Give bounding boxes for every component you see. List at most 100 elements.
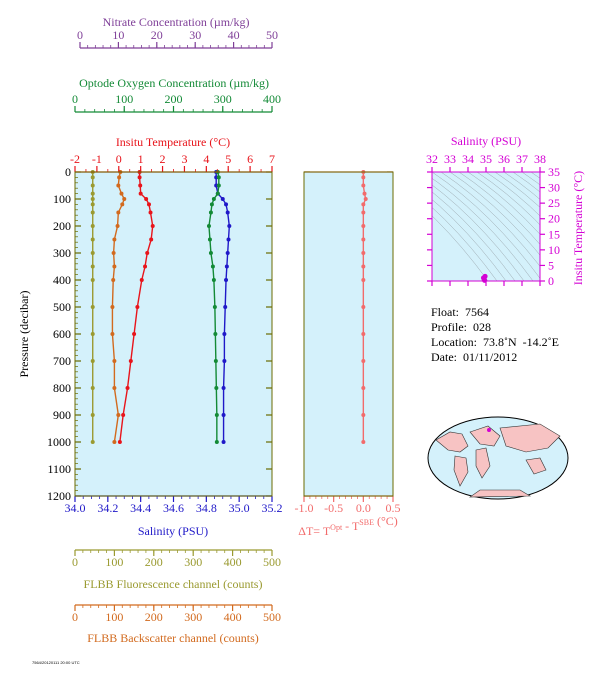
temperature-point [128, 359, 133, 363]
delta-t-point [361, 440, 366, 444]
oxygen-tick-label: 200 [165, 92, 183, 106]
oxygen-point [211, 197, 216, 201]
delta-t-point [363, 197, 368, 201]
salinity-tick-label: 34.4 [130, 501, 151, 515]
ts-temperature-tick-label: 5 [548, 258, 554, 272]
backscatter-point [120, 202, 125, 207]
delta-t-point [361, 237, 366, 242]
delta-t-point [361, 175, 366, 180]
delta-t-point [361, 305, 366, 309]
backscatter-point [112, 264, 117, 269]
map-land [453, 455, 469, 487]
ts-salinity-tick-label: 38 [534, 152, 546, 166]
fluorescence-point [90, 278, 95, 282]
delta-t-plot-frame [303, 171, 394, 497]
pressure-tick-label: 300 [53, 246, 71, 260]
fluorescence-tick-label: 400 [224, 555, 242, 569]
backscatter-tick-label: 300 [184, 610, 202, 624]
temperature-tick-label: 1 [138, 152, 144, 166]
temperature-point [149, 237, 154, 242]
backscatter-tick-label: 0 [72, 610, 78, 624]
salinity-tick-label: 34.6 [163, 501, 184, 515]
salinity-tick-label: 34.0 [65, 501, 86, 515]
temperature-axis-title: Insitu Temperature (°C) [116, 135, 230, 149]
ts-salinity-tick-label: 37 [516, 152, 528, 166]
profile-series [90, 170, 232, 444]
temperature-point [137, 175, 142, 180]
nitrate-axis: 0 10 20 30 40 50 Nitrate Concentration (µm/kg) [77, 15, 278, 49]
fluorescence-point [90, 224, 95, 228]
pressure-tick-label: 800 [53, 381, 71, 395]
backscatter-tick-label: 400 [224, 610, 242, 624]
temperature-tick-label: 7 [269, 152, 275, 166]
fluorescence-point [90, 191, 95, 196]
fluorescence-axis-title: FLBB Fluorescence channel (counts) [84, 577, 263, 591]
temperature-tick-label: 5 [225, 152, 231, 166]
oxygen-point [207, 237, 212, 242]
pressure-tick-label: 1000 [47, 435, 71, 449]
fluorescence-tick-label: 500 [263, 555, 281, 569]
delta-t-axis-title: ΔT= TOpt - TSBE (°C) [298, 514, 398, 538]
salinity-point [226, 237, 231, 242]
location: Location: 73.8˚N -14.2˚E [431, 335, 559, 349]
fluorescence-point [90, 413, 95, 417]
fluorescence-tick-label: 100 [105, 555, 123, 569]
ts-temperature-axis-title: Insitu Temperature (°C) [571, 171, 585, 285]
oxygen-point [212, 305, 217, 309]
salinity-point [227, 224, 232, 228]
fluorescence-point [90, 440, 95, 444]
oxygen-point [206, 224, 211, 228]
fluorescence-point [90, 251, 95, 255]
ts-salinity-tick-label: 33 [444, 152, 456, 166]
ts-salinity-tick-label: 34 [462, 152, 474, 166]
map-land [469, 489, 532, 498]
oxygen-tick-label: 0 [72, 92, 78, 106]
temperature-point [148, 210, 153, 215]
oxygen-point [210, 264, 215, 269]
fluorescence-point [90, 332, 95, 336]
oxygen-axis: 0 100 200 300 400 Optode Oxygen Concentration… [72, 76, 281, 113]
world-map [427, 416, 569, 500]
temperature-axis: -2 -1 0 1 2 3 4 5 6 7 Insitu Temperature (°C) [70, 135, 275, 173]
temperature-tick-label: -1 [92, 152, 102, 166]
delta-t-point [361, 251, 366, 255]
temperature-point [143, 264, 148, 269]
salinity-tick-label: 34.2 [97, 501, 118, 515]
salinity-point [223, 305, 228, 309]
temperature-point [132, 332, 137, 336]
pressure-tick-label: 600 [53, 327, 71, 341]
ts-points [480, 273, 488, 283]
pressure-tick-label: 1200 [47, 489, 71, 503]
temperature-tick-label: 0 [116, 152, 122, 166]
fluorescence-point [90, 237, 95, 242]
ts-salinity-axis-title: Salinity (PSU) [451, 134, 521, 148]
nitrate-tick-label: 10 [112, 28, 124, 42]
temperature-point [144, 197, 149, 201]
oxygen-point [213, 332, 218, 336]
temperature-point [139, 278, 144, 282]
temperature-point [138, 183, 143, 188]
fluorescence-point [90, 264, 95, 269]
ts-temperature-tick-label: 25 [548, 196, 560, 210]
fluorescence-tick-label: 300 [184, 555, 202, 569]
temperature-point [125, 386, 130, 390]
backscatter-point [116, 210, 121, 215]
nitrate-tick-label: 0 [77, 28, 83, 42]
temperature-point [138, 191, 143, 196]
delta-t-point [361, 183, 366, 188]
fluorescence-point [90, 305, 95, 309]
temperature-tick-label: 6 [247, 152, 253, 166]
oxygen-point [211, 278, 216, 282]
backscatter-axis: 0 100 200 300 400 500 FLBB Backscatter channel… [72, 604, 281, 645]
salinity-point [221, 386, 226, 390]
backscatter-tick-label: 200 [145, 610, 163, 624]
profile-number: Profile: 028 [431, 320, 491, 334]
fluorescence-point [90, 175, 95, 180]
footer-stamp: 7564/20120111 20:00 UTC [32, 660, 80, 665]
map-land [469, 425, 501, 447]
backscatter-point [119, 191, 124, 196]
backscatter-point [110, 332, 115, 336]
map-land [435, 431, 469, 453]
